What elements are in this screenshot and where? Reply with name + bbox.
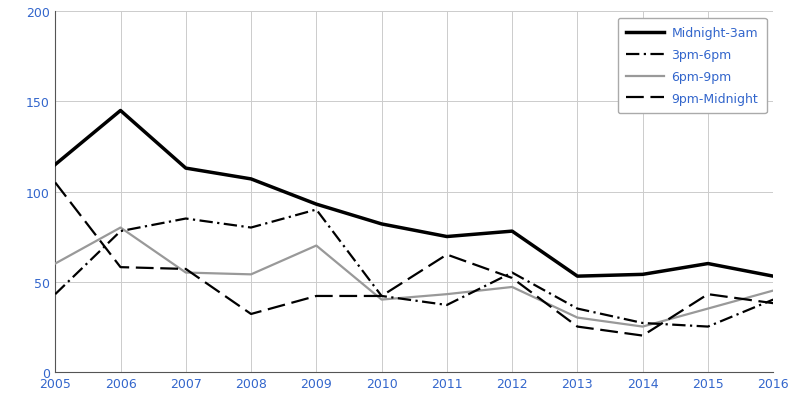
Legend: Midnight-3am, 3pm-6pm, 6pm-9pm, 9pm-Midnight: Midnight-3am, 3pm-6pm, 6pm-9pm, 9pm-Midn… <box>618 19 767 114</box>
